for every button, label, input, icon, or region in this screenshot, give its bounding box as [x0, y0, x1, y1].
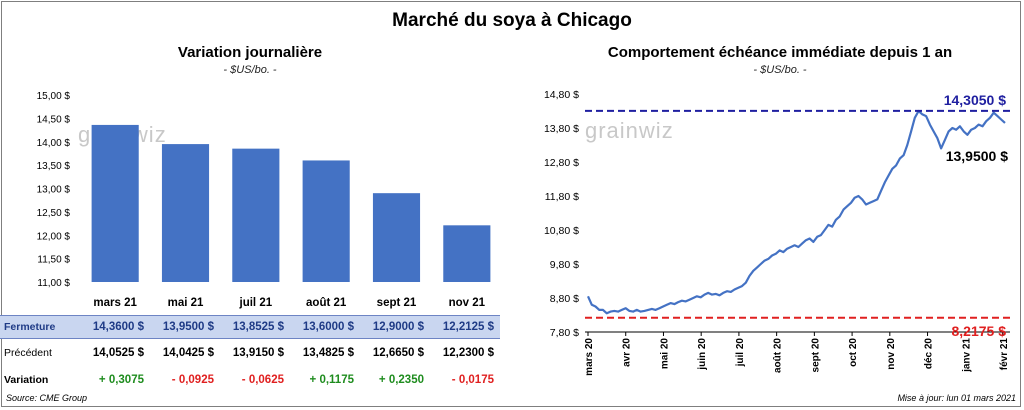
x-tick-label: sept 20 — [810, 338, 821, 373]
y-tick-label: 9,80 $ — [550, 259, 579, 271]
table-cell: + 0,1175 — [309, 374, 354, 386]
table-cell: 13,4825 $ — [302, 347, 354, 359]
table-cell: 13,9500 $ — [162, 321, 214, 333]
y-tick-label: 12,50 $ — [37, 208, 71, 219]
right-chart-unit: - $US/bo. - — [753, 64, 807, 76]
right-chart-title: Comportement échéance immédiate depuis 1… — [607, 44, 953, 61]
x-tick-label: févr 21 — [999, 338, 1010, 371]
y-tick-label: 15,00 $ — [37, 91, 71, 102]
left-chart-title: Variation journalière — [177, 44, 323, 61]
x-tick-label: nov 21 — [449, 297, 486, 309]
table-cell: 13,8525 $ — [232, 321, 284, 333]
x-tick-label: janv 21 — [961, 338, 972, 373]
x-tick-label: juil 20 — [735, 338, 746, 368]
bar-chart: grainwiz11,00 $11,50 $12,00 $12,50 $13,0… — [37, 91, 491, 309]
table-cell: - 0,0625 — [241, 374, 284, 386]
row-label: Variation — [4, 374, 49, 386]
bar — [302, 160, 350, 282]
table-cell: 14,0525 $ — [92, 347, 144, 359]
y-tick-label: 8,80 $ — [550, 293, 579, 305]
watermark: grainwiz — [585, 118, 674, 143]
y-tick-label: 11,50 $ — [37, 255, 70, 266]
x-tick-label: nov 20 — [886, 338, 897, 370]
x-tick-label: oct 20 — [848, 338, 859, 367]
table-cell: 14,0425 $ — [162, 347, 214, 359]
y-tick-label: 14,50 $ — [37, 114, 71, 125]
max-label: 14,3050 $ — [944, 92, 1006, 108]
update-note: Mise à jour: lun 01 mars 2021 — [897, 393, 1016, 403]
table-cell: 12,6650 $ — [372, 347, 424, 359]
table-cell: 12,2300 $ — [442, 347, 494, 359]
table-cell: + 0,3075 — [98, 374, 144, 386]
table-cell: + 0,2350 — [378, 374, 424, 386]
row-label: Fermeture — [4, 321, 56, 333]
y-tick-label: 11,00 $ — [37, 278, 70, 289]
bar — [443, 225, 491, 282]
last-value-label: 13,9500 $ — [946, 148, 1008, 164]
x-tick-label: mai 21 — [168, 297, 204, 309]
x-tick-label: avr 20 — [622, 338, 633, 367]
min-label: 8,2175 $ — [952, 323, 1007, 339]
table-cell: 13,9150 $ — [232, 347, 284, 359]
y-tick-label: 14,00 $ — [37, 138, 71, 149]
price-line — [586, 109, 1006, 315]
x-tick-label: juin 20 — [697, 338, 708, 371]
bar — [372, 193, 421, 282]
bar — [161, 144, 210, 282]
left-chart-unit: - $US/bo. - — [223, 64, 277, 76]
y-tick-label: 11,80 $ — [545, 191, 579, 203]
table-cell: 13,6000 $ — [302, 321, 354, 333]
x-tick-label: août 20 — [773, 338, 784, 373]
y-tick-label: 12,00 $ — [37, 231, 71, 242]
x-tick-label: sept 21 — [377, 297, 417, 309]
y-tick-label: 13,50 $ — [37, 161, 71, 172]
table-row-variation: Variation + 0,3075 - 0,0925 - 0,0625 + 0… — [0, 369, 500, 391]
table-cell: - 0,0175 — [451, 374, 494, 386]
line-chart: grainwiz 7,80 $ 8,80 $ 9,80 $ 10,80 $ 11,80 $… — [544, 89, 1010, 376]
x-tick-label: déc 20 — [924, 338, 935, 370]
table-cell: 12,9000 $ — [372, 321, 424, 333]
source-note: Source: CME Group — [6, 393, 88, 403]
table-row-precedent: Précédent 14,0525 $ 14,0425 $ 13,9150 $ … — [0, 342, 500, 364]
table-cell: 12,2125 $ — [442, 321, 494, 333]
y-tick-label: 14,80 $ — [544, 89, 579, 101]
y-tick-label: 7,80 $ — [550, 327, 579, 339]
table-cell: 14,3600 $ — [92, 321, 144, 333]
table-row-fermeture: Fermeture 14,3600 $ 13,9500 $ 13,8525 $ … — [0, 315, 500, 339]
y-tick-label: 13,00 $ — [37, 185, 71, 196]
bar — [232, 148, 280, 282]
y-tick-label: 13,80 $ — [544, 123, 579, 135]
row-label: Précédent — [4, 347, 52, 359]
x-tick-label: août 21 — [306, 297, 347, 309]
x-tick-label: mars 21 — [93, 297, 137, 309]
x-tick-label: mars 20 — [584, 338, 595, 376]
bar — [91, 124, 139, 282]
x-tick-label: juil 21 — [239, 297, 273, 309]
main-title: Marché du soya à Chicago — [392, 10, 632, 31]
y-tick-label: 12,80 $ — [544, 157, 579, 169]
table-cell: - 0,0925 — [171, 374, 214, 386]
y-tick-label: 10,80 $ — [544, 225, 579, 237]
x-tick-label: mai 20 — [659, 338, 670, 370]
